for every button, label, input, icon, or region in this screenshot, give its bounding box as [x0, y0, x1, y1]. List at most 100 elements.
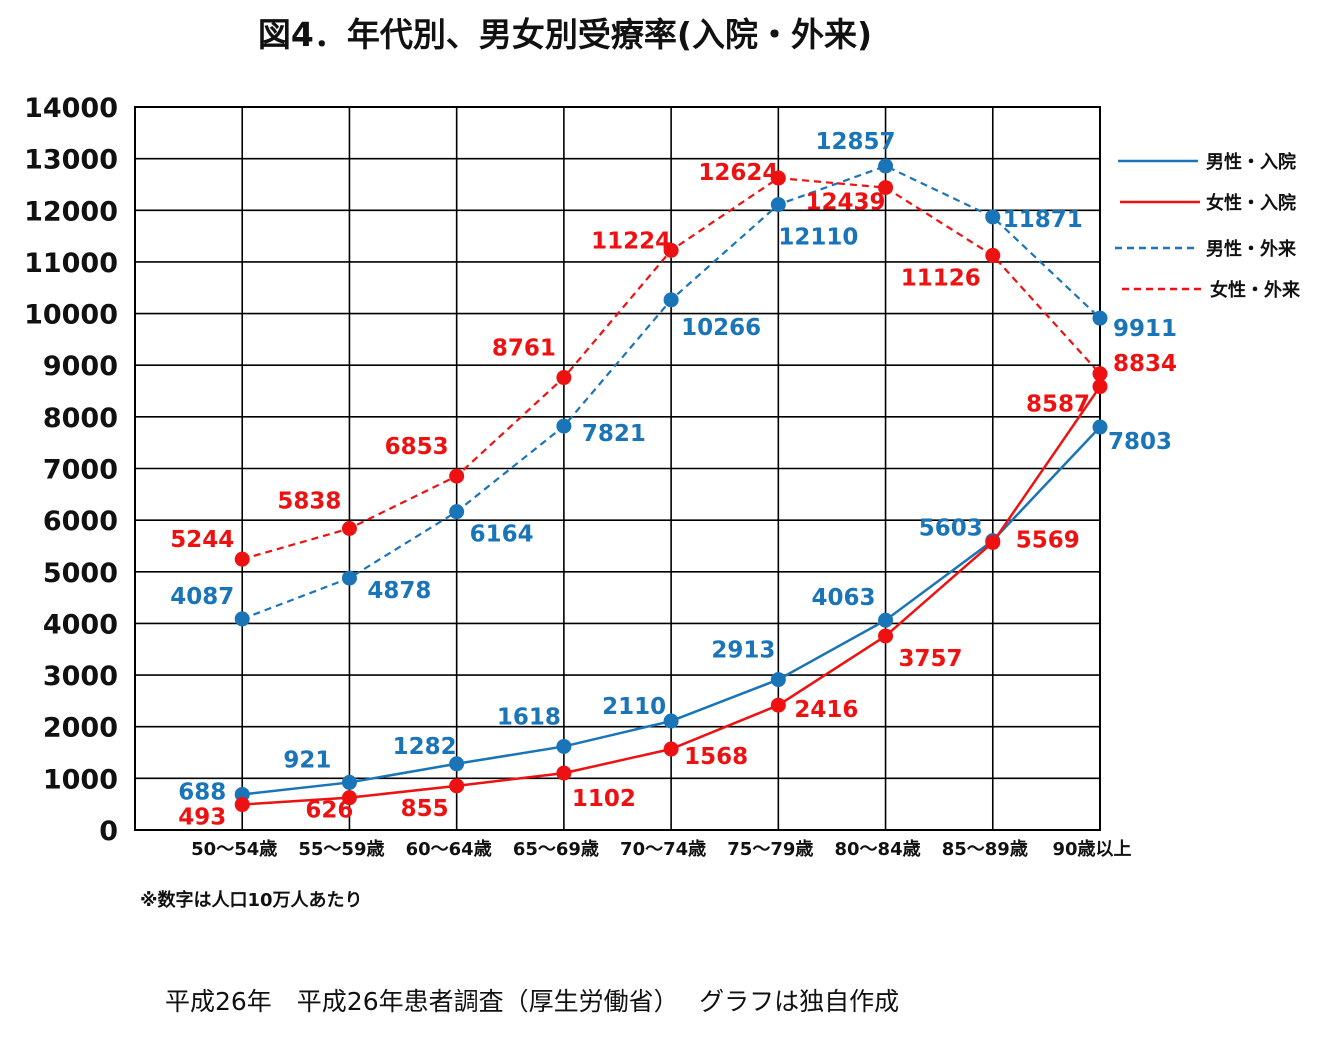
data-label: 8761	[492, 336, 556, 362]
source-caption: 平成26年 平成26年患者調査（厚生労働省） グラフは独自作成	[165, 987, 900, 1016]
data-point	[770, 697, 786, 713]
data-label: 4878	[367, 578, 431, 604]
data-point	[985, 247, 1001, 263]
data-point	[341, 790, 357, 806]
data-point	[449, 468, 465, 484]
data-point	[556, 765, 572, 781]
data-point	[878, 612, 894, 628]
y-tick-label: 4000	[43, 609, 118, 640]
data-label: 7803	[1108, 429, 1172, 455]
y-tick-label: 6000	[43, 506, 118, 537]
footnote: ※数字は人口10万人あたり	[140, 890, 363, 911]
data-point	[449, 778, 465, 794]
data-label: 12110	[778, 225, 858, 251]
data-point	[341, 570, 357, 586]
data-label: 493	[178, 805, 226, 831]
data-label: 5244	[170, 527, 234, 553]
legend-label: 男性・入院	[1206, 151, 1296, 173]
data-point	[234, 797, 250, 813]
data-point	[985, 209, 1001, 225]
data-label: 12624	[698, 160, 778, 186]
y-tick-label: 14000	[24, 93, 118, 124]
data-label: 626	[305, 798, 353, 824]
y-tick-label: 11000	[24, 248, 118, 279]
data-label: 921	[283, 747, 331, 773]
data-label: 5569	[1016, 527, 1080, 553]
y-tick-label: 8000	[43, 403, 118, 434]
data-label: 8587	[1026, 392, 1090, 418]
data-label: 855	[401, 796, 449, 822]
x-tick-label: 70～74歳	[620, 839, 706, 860]
data-label: 2110	[602, 694, 666, 720]
data-label: 1282	[393, 734, 457, 760]
data-point	[663, 741, 679, 757]
y-tick-label: 3000	[43, 661, 118, 692]
data-label: 5838	[277, 489, 341, 515]
data-point	[663, 713, 679, 729]
data-point	[1092, 419, 1108, 435]
data-label: 2416	[794, 697, 858, 723]
y-tick-label: 1000	[43, 764, 118, 795]
x-tick-label: 85～89歳	[942, 839, 1028, 860]
data-label: 11126	[901, 265, 981, 291]
data-point	[878, 158, 894, 174]
data-point	[556, 370, 572, 386]
x-tick-label: 75～79歳	[727, 839, 813, 860]
data-label: 7821	[582, 421, 646, 447]
legend-label: 男性・外来	[1206, 238, 1297, 260]
data-label: 5603	[919, 516, 983, 542]
data-point	[878, 628, 894, 644]
data-point	[770, 170, 786, 186]
data-label: 11871	[1003, 207, 1083, 233]
y-tick-label: 2000	[43, 713, 118, 744]
x-tick-label: 55～59歳	[298, 839, 384, 860]
legend-label: 女性・外来	[1210, 279, 1301, 301]
data-label: 2913	[711, 638, 775, 664]
data-label: 12439	[806, 190, 886, 216]
data-point	[449, 504, 465, 520]
data-label: 1618	[497, 704, 561, 730]
data-point	[341, 774, 357, 790]
y-tick-label: 7000	[43, 455, 118, 486]
data-label: 8834	[1113, 351, 1177, 377]
data-label: 3757	[899, 646, 963, 672]
data-label: 688	[178, 779, 226, 805]
data-label: 4063	[812, 585, 876, 611]
y-tick-label: 0	[99, 816, 118, 847]
x-tick-label: 80～84歳	[835, 839, 921, 860]
chart-title: 図4．年代別、男女別受療率(入院・外来)	[257, 15, 873, 54]
data-point	[449, 756, 465, 772]
data-point	[663, 292, 679, 308]
data-label: 12857	[816, 129, 896, 155]
data-label: 11224	[591, 228, 671, 254]
data-point	[1092, 379, 1108, 395]
y-tick-label: 5000	[43, 558, 118, 589]
y-tick-label: 13000	[24, 145, 118, 176]
data-point	[341, 521, 357, 537]
data-label: 1568	[684, 744, 748, 770]
data-point	[985, 534, 1001, 550]
data-label: 6164	[470, 522, 534, 548]
data-point	[1092, 310, 1108, 326]
x-tick-label: 65～69歳	[513, 839, 599, 860]
data-point	[234, 551, 250, 567]
data-point	[234, 611, 250, 627]
data-point	[878, 180, 894, 196]
x-tick-label: 90歳以上	[1052, 839, 1131, 860]
data-point	[770, 197, 786, 213]
data-label: 6853	[385, 434, 449, 460]
y-tick-label: 9000	[43, 351, 118, 382]
data-label: 4087	[170, 584, 234, 610]
x-tick-label: 60～64歳	[406, 839, 492, 860]
data-label: 10266	[681, 315, 761, 341]
data-label: 1102	[572, 786, 636, 812]
data-point	[1092, 366, 1108, 382]
data-point	[556, 738, 572, 754]
data-label: 9911	[1113, 316, 1177, 342]
y-tick-label: 12000	[24, 196, 118, 227]
y-tick-label: 10000	[24, 300, 118, 331]
legend-label: 女性・入院	[1206, 192, 1296, 214]
data-point	[556, 418, 572, 434]
x-tick-label: 50～54歳	[191, 839, 277, 860]
